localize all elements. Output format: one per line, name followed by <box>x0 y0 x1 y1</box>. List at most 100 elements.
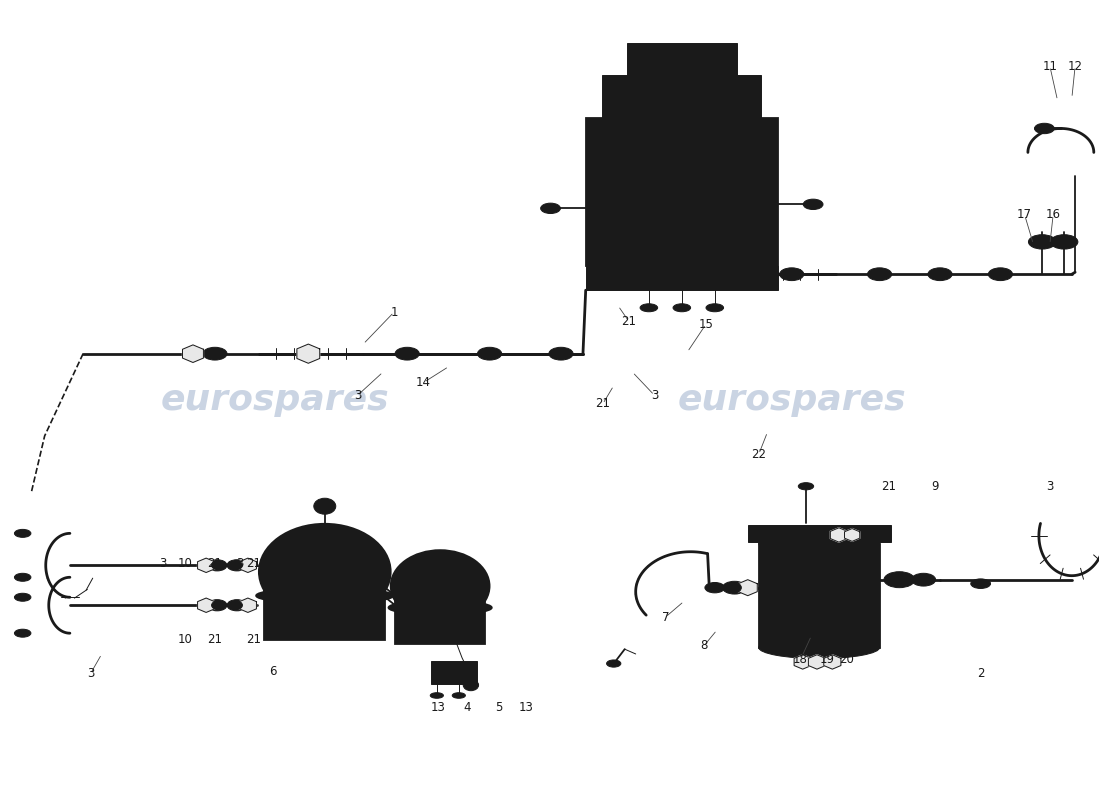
Text: 11: 11 <box>1043 60 1057 73</box>
Circle shape <box>231 562 242 570</box>
Ellipse shape <box>202 347 227 360</box>
Circle shape <box>620 270 634 279</box>
Circle shape <box>588 121 604 132</box>
Ellipse shape <box>207 560 227 571</box>
Circle shape <box>258 524 390 620</box>
Ellipse shape <box>759 533 880 554</box>
Text: 5: 5 <box>495 701 502 714</box>
Text: 19: 19 <box>820 653 835 666</box>
Text: 7: 7 <box>661 610 669 624</box>
Circle shape <box>1034 236 1049 247</box>
Ellipse shape <box>395 347 419 360</box>
Ellipse shape <box>971 579 990 589</box>
Text: 13: 13 <box>430 701 446 714</box>
Ellipse shape <box>256 588 394 604</box>
Text: 21: 21 <box>246 558 261 570</box>
Text: 10: 10 <box>178 558 192 570</box>
Ellipse shape <box>14 594 31 602</box>
Ellipse shape <box>686 268 711 281</box>
Circle shape <box>993 270 1008 279</box>
Ellipse shape <box>452 693 465 698</box>
Ellipse shape <box>227 600 246 611</box>
Text: 21: 21 <box>595 398 610 410</box>
Text: 18: 18 <box>793 653 807 666</box>
Polygon shape <box>845 529 860 542</box>
Circle shape <box>483 349 496 358</box>
Polygon shape <box>198 558 214 573</box>
Circle shape <box>434 582 446 590</box>
Circle shape <box>314 498 336 514</box>
Text: 6: 6 <box>270 602 277 616</box>
Text: 21: 21 <box>208 558 222 570</box>
Circle shape <box>318 567 331 577</box>
Ellipse shape <box>759 637 880 658</box>
Ellipse shape <box>227 560 246 571</box>
Ellipse shape <box>673 304 691 312</box>
Circle shape <box>759 269 774 280</box>
Text: 17: 17 <box>1018 208 1032 222</box>
Text: 14: 14 <box>416 376 431 389</box>
Text: 21: 21 <box>621 315 637 328</box>
Circle shape <box>710 584 720 592</box>
Ellipse shape <box>430 693 443 698</box>
Text: 15: 15 <box>698 318 714 330</box>
Text: 22: 22 <box>751 448 767 461</box>
Text: 12: 12 <box>1068 60 1082 73</box>
Circle shape <box>465 671 476 679</box>
Circle shape <box>664 270 678 279</box>
Text: 3: 3 <box>87 666 95 680</box>
Polygon shape <box>824 654 840 669</box>
Ellipse shape <box>868 268 892 281</box>
Bar <box>585 118 778 266</box>
Ellipse shape <box>14 630 31 637</box>
Ellipse shape <box>780 268 804 281</box>
Polygon shape <box>738 580 757 596</box>
Circle shape <box>785 270 799 279</box>
Ellipse shape <box>388 601 492 615</box>
Text: eurospares: eurospares <box>161 383 389 417</box>
Ellipse shape <box>549 347 573 360</box>
Bar <box>431 661 477 683</box>
Bar <box>602 74 761 118</box>
Text: 3: 3 <box>1046 480 1054 493</box>
Text: 13: 13 <box>518 701 534 714</box>
Circle shape <box>231 602 242 610</box>
Polygon shape <box>297 344 320 363</box>
Text: 3: 3 <box>236 558 244 570</box>
Text: 4: 4 <box>464 701 472 714</box>
Text: 20: 20 <box>839 653 854 666</box>
Bar <box>759 544 880 647</box>
Ellipse shape <box>1050 234 1078 249</box>
Bar <box>395 586 485 643</box>
Text: 3: 3 <box>354 389 362 402</box>
Circle shape <box>692 270 705 279</box>
Ellipse shape <box>1028 234 1056 249</box>
Ellipse shape <box>640 304 658 312</box>
Circle shape <box>933 270 947 279</box>
Text: 21: 21 <box>246 633 261 646</box>
Circle shape <box>390 550 490 622</box>
Ellipse shape <box>988 268 1012 281</box>
Text: 18: 18 <box>808 623 823 637</box>
Polygon shape <box>183 345 204 362</box>
Text: eurospares: eurospares <box>678 383 906 417</box>
Circle shape <box>400 349 414 358</box>
Ellipse shape <box>803 199 823 210</box>
Ellipse shape <box>615 268 639 281</box>
Circle shape <box>728 582 741 593</box>
Bar <box>748 525 891 542</box>
Ellipse shape <box>14 574 31 582</box>
Polygon shape <box>240 558 256 573</box>
Ellipse shape <box>706 304 724 312</box>
Ellipse shape <box>14 530 31 538</box>
Polygon shape <box>794 654 811 669</box>
Text: 1: 1 <box>390 306 398 318</box>
Ellipse shape <box>912 574 936 586</box>
Circle shape <box>759 121 774 132</box>
Text: 8: 8 <box>700 639 707 653</box>
Text: 3: 3 <box>651 389 658 402</box>
Polygon shape <box>198 598 214 613</box>
Circle shape <box>437 671 448 679</box>
Ellipse shape <box>1034 123 1054 134</box>
Text: 16: 16 <box>1046 208 1060 222</box>
